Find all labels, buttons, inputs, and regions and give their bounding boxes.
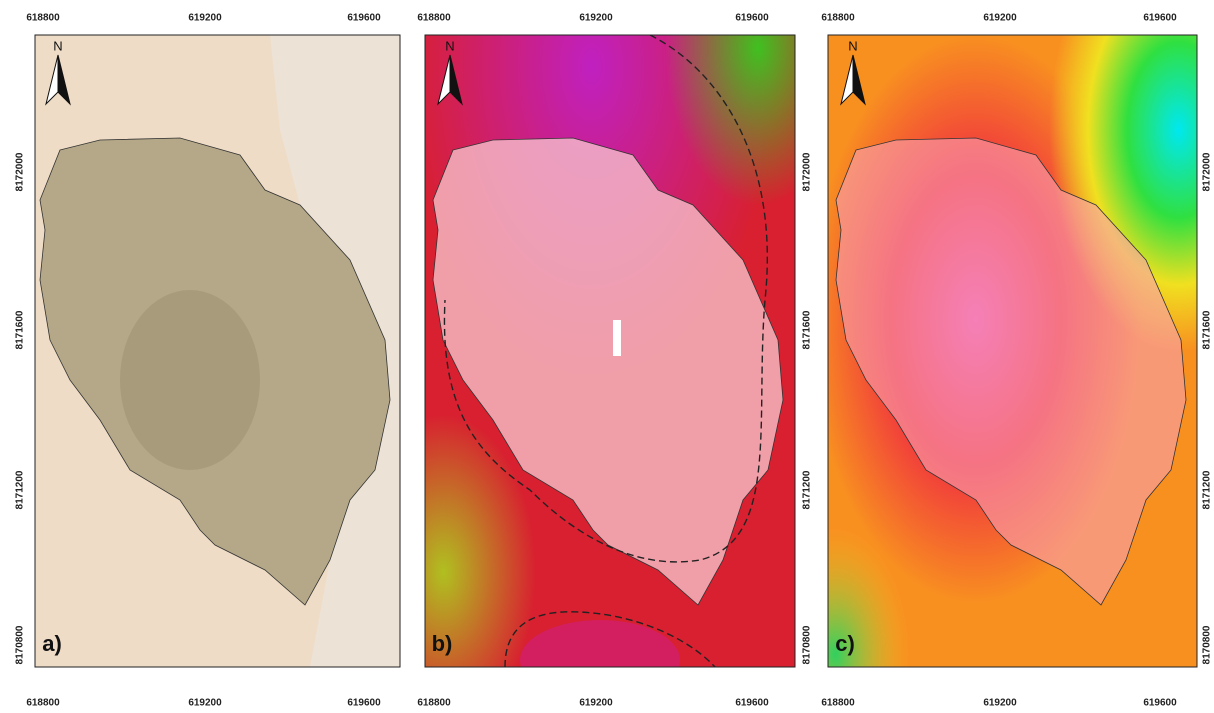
north-label: N	[848, 38, 857, 53]
x-tick-label: 619600	[1143, 698, 1177, 709]
x-tick-label: 619600	[1143, 13, 1177, 24]
y-tick-label: 8172000	[15, 152, 26, 191]
x-tick-label: 618800	[821, 698, 855, 709]
figure: 618800 619200 619600 618800 619200 619600 8172…	[0, 0, 1214, 713]
x-tick-label: 618800	[26, 13, 60, 24]
x-tick-label: 619200	[579, 698, 613, 709]
y-tick-label: 8171200	[1202, 470, 1213, 509]
x-tick-label: 619600	[347, 698, 381, 709]
x-tick-label: 618800	[417, 13, 451, 24]
y-tick-label: 8171200	[802, 470, 813, 509]
north-label: N	[53, 38, 62, 53]
panel-label: c)	[835, 631, 855, 656]
y-tick-label: 8171600	[15, 310, 26, 349]
panel-label: a)	[42, 631, 62, 656]
map-c	[828, 35, 1197, 667]
x-tick-label: 619200	[983, 698, 1017, 709]
x-tick-label: 619200	[983, 13, 1017, 24]
map-b	[425, 35, 795, 700]
y-tick-label: 8171600	[802, 310, 813, 349]
x-tick-label: 618800	[26, 698, 60, 709]
y-tick-label: 8172000	[802, 152, 813, 191]
y-tick-label: 8171600	[1202, 310, 1213, 349]
x-tick-label: 619600	[735, 698, 769, 709]
y-tick-label: 8170800	[1202, 625, 1213, 664]
map-a	[35, 35, 400, 667]
x-tick-label: 619200	[579, 13, 613, 24]
x-tick-label: 619200	[188, 13, 222, 24]
y-tick-label: 8171200	[15, 470, 26, 509]
x-tick-label: 619600	[347, 13, 381, 24]
panel-label: b)	[432, 631, 453, 656]
north-label: N	[445, 38, 454, 53]
y-tick-label: 8172000	[1202, 152, 1213, 191]
x-tick-label: 619200	[188, 698, 222, 709]
y-tick-label: 8170800	[802, 625, 813, 664]
x-tick-label: 619600	[735, 13, 769, 24]
x-tick-label: 618800	[821, 13, 855, 24]
y-tick-label: 8170800	[15, 625, 26, 664]
x-tick-label: 618800	[417, 698, 451, 709]
